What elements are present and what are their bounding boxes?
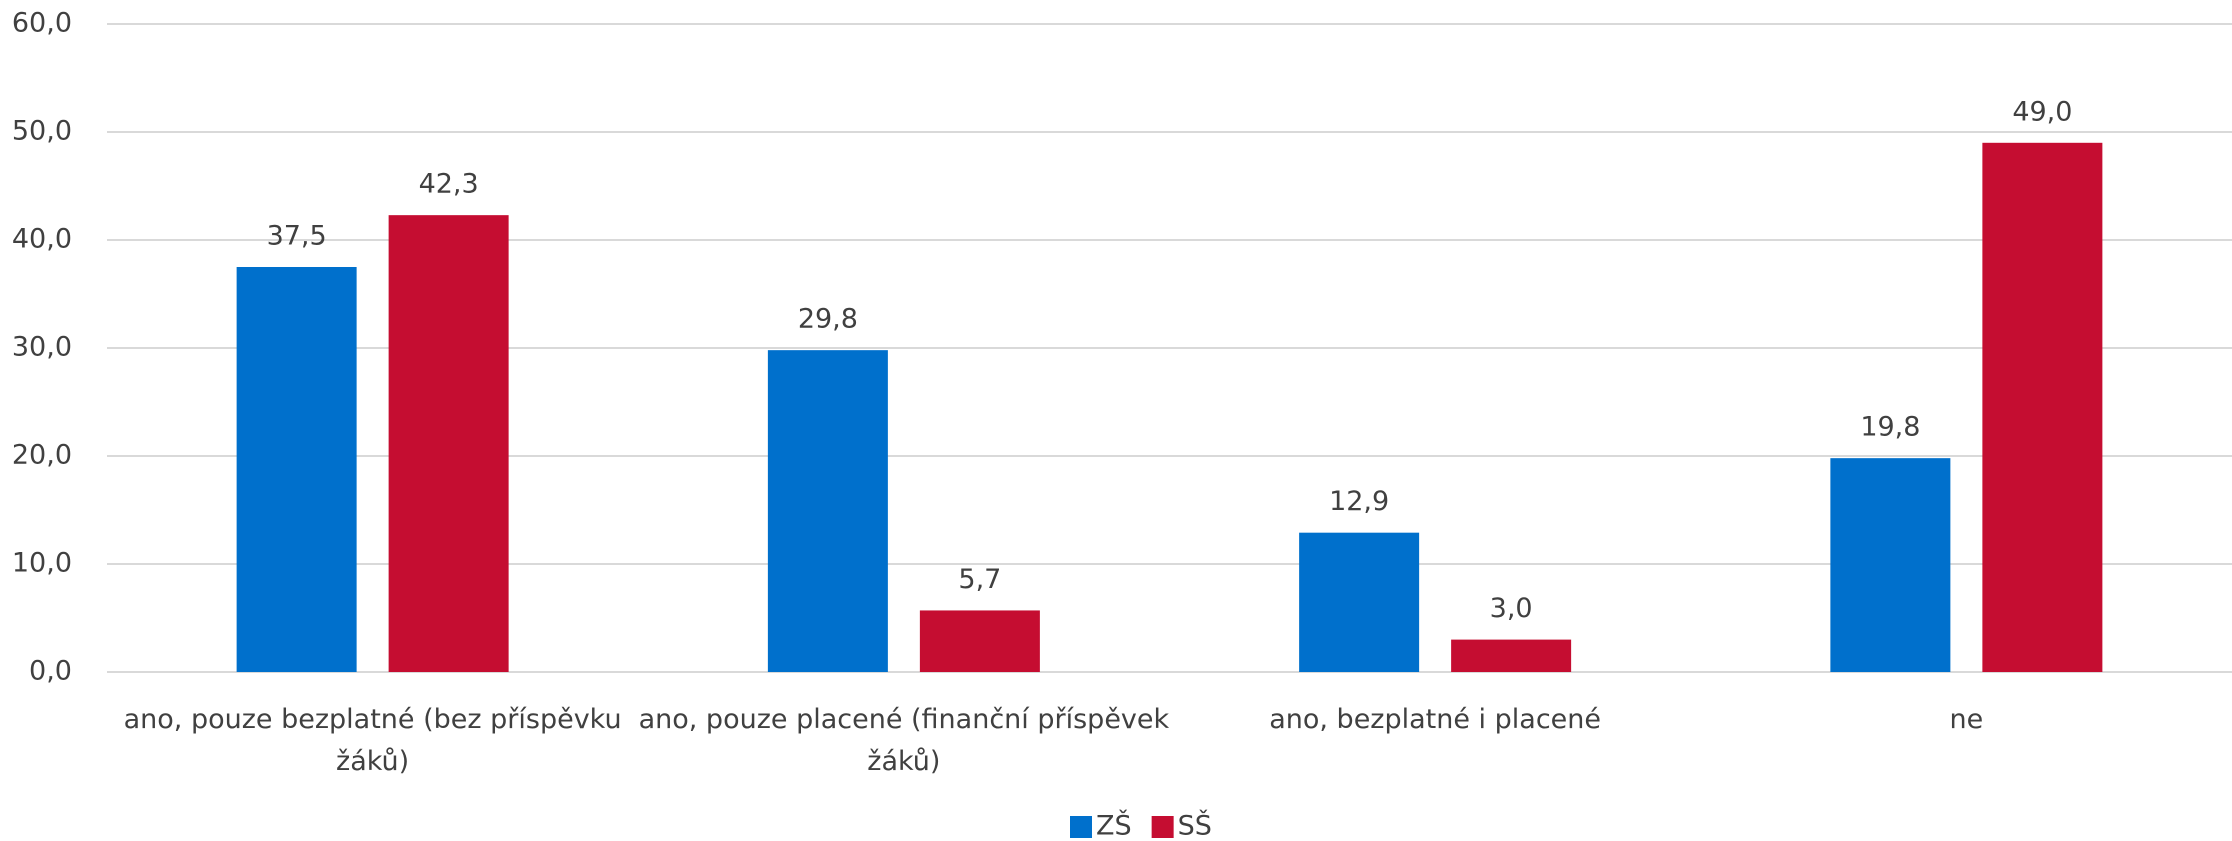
bar <box>236 267 357 672</box>
data-label: 12,9 <box>1329 486 1389 517</box>
x-tick-label: ano, pouze placené (finanční příspěvek ž… <box>638 704 1170 777</box>
data-label: 42,3 <box>419 169 479 200</box>
data-label: 37,5 <box>267 221 327 252</box>
bar <box>767 350 888 672</box>
data-label: 3,0 <box>1490 593 1533 624</box>
legend-swatch <box>1070 816 1092 838</box>
data-label: 19,8 <box>1860 412 1920 443</box>
y-tick-label: 0,0 <box>29 656 72 687</box>
data-label: 49,0 <box>2012 96 2072 127</box>
data-label: 5,7 <box>958 564 1001 595</box>
legend-swatch <box>1151 816 1174 838</box>
data-label: 29,8 <box>798 304 858 335</box>
y-tick-label: 50,0 <box>12 116 72 147</box>
legend-label: ZŠ <box>1096 810 1132 841</box>
x-tick-label: ano, bezplatné i placené <box>1269 704 1602 735</box>
bar <box>1982 142 2103 673</box>
x-tick-label: ne <box>1949 704 1984 735</box>
bar <box>919 610 1040 672</box>
bar <box>1451 639 1572 672</box>
y-tick-label: 40,0 <box>12 224 72 255</box>
bar <box>1299 532 1420 672</box>
y-tick-label: 20,0 <box>12 440 72 471</box>
x-tick-label: ano, pouze bezplatné (bez příspěvku žáků… <box>123 704 622 777</box>
y-tick-label: 10,0 <box>12 548 72 579</box>
y-tick-label: 30,0 <box>12 332 72 363</box>
bar <box>388 215 509 672</box>
bar <box>1830 458 1951 672</box>
y-tick-label: 60,0 <box>12 8 72 39</box>
legend-label: SŠ <box>1178 810 1212 841</box>
